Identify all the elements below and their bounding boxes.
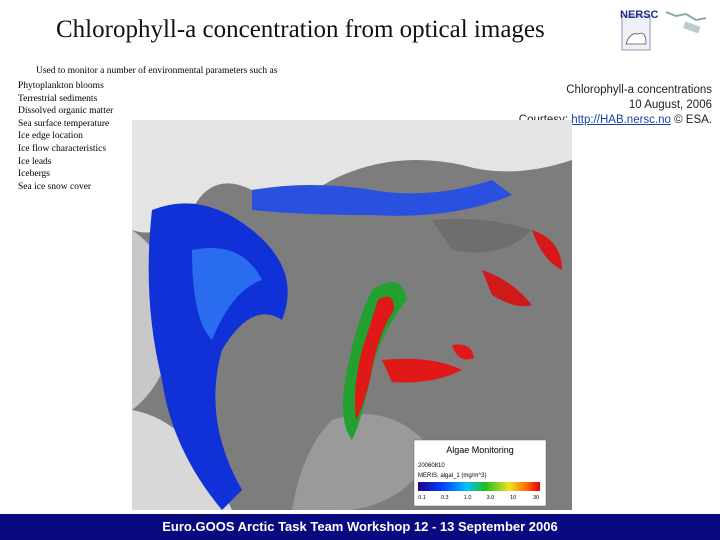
link[interactable]: http://HAB.nersc.no	[571, 114, 671, 126]
list-item: Icebergs	[18, 169, 51, 180]
logo: NERSC	[620, 9, 707, 51]
credit: © ESA.	[674, 114, 712, 126]
list-item: Ice edge location	[18, 131, 83, 142]
list-item: Ice leads	[18, 156, 52, 167]
inset-box	[413, 439, 547, 507]
inset-title: Algae Monitoring	[446, 445, 514, 455]
caption-line: Chlorophyll-a concentrations	[566, 84, 712, 96]
scale-label: 10	[510, 495, 516, 501]
caption-line: 10 August, 2006	[628, 99, 712, 111]
scale-label: 3.0	[487, 495, 495, 501]
intro-text: Used to monitor a number of environmenta…	[36, 66, 278, 76]
inset-product: MERIS, algal_1 (mg/m^3)	[418, 473, 487, 479]
list-item: Ice flow characteristics	[18, 143, 107, 154]
satellite-image: Algae Monitoring 20060810 MERIS, algal_1…	[132, 120, 572, 510]
logo-text: NERSC	[620, 9, 659, 21]
parameter-list: Phytoplankton blooms Terrestrial sedimen…	[18, 80, 113, 193]
slide-title: Chlorophyll-a concentration from optical…	[56, 16, 545, 43]
scale-label: 0.1	[418, 495, 426, 501]
list-item: Sea ice snow cover	[18, 181, 92, 192]
scale-label: 0.3	[441, 495, 449, 501]
list-item: Phytoplankton blooms	[18, 81, 104, 91]
list-item: Terrestrial sediments	[18, 93, 98, 104]
inset-date: 20060810	[418, 463, 445, 469]
footer: Euro.GOOS Arctic Task Team Workshop 12 -…	[0, 514, 720, 540]
scale-label: 1.0	[464, 495, 472, 501]
list-item: Dissolved organic matter	[18, 106, 114, 117]
scale-label: 30	[533, 495, 539, 501]
list-item: Sea surface temperature	[18, 118, 110, 129]
colorbar	[418, 482, 540, 491]
